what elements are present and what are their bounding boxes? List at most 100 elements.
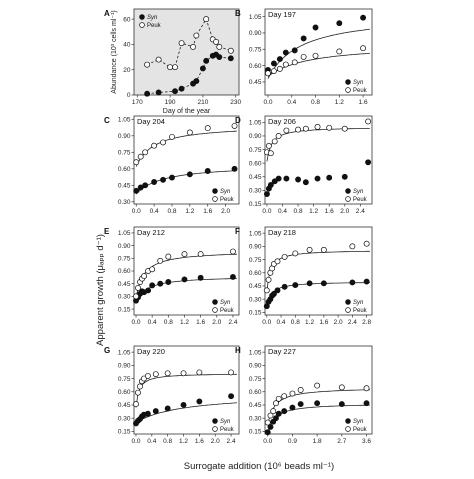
data-point-syn xyxy=(365,159,372,166)
x-tick-label: 1.6 xyxy=(319,319,328,326)
y-tick-label: 0.45 xyxy=(249,283,262,290)
data-point-syn xyxy=(231,165,238,172)
data-point-syn xyxy=(227,55,234,62)
y-tick-label: 0.15 xyxy=(118,306,131,313)
data-point-peuk xyxy=(267,150,274,157)
y-tick-label: 0.45 xyxy=(118,183,131,190)
plot-frame xyxy=(264,345,373,435)
data-point-peuk xyxy=(149,266,156,273)
y-tick-label: 1.05 xyxy=(118,349,131,356)
data-point-syn xyxy=(273,415,279,422)
panel-letter: D xyxy=(235,116,241,125)
data-point-syn xyxy=(199,65,206,72)
data-point-peuk xyxy=(265,142,272,149)
x-tick-label: 0.0 xyxy=(263,438,272,445)
data-point-syn xyxy=(267,181,274,188)
data-point-peuk xyxy=(265,70,271,77)
data-point-syn xyxy=(336,20,343,27)
panel-letter: C xyxy=(104,116,110,125)
panel-title: Day 227 xyxy=(268,347,296,356)
x-tick-label: 0.4 xyxy=(278,208,287,215)
legend-marker-syn xyxy=(345,79,351,85)
x-tick-label: 170 xyxy=(132,99,143,106)
data-point-syn xyxy=(360,14,367,21)
y-tick-label: 0.60 xyxy=(249,389,262,396)
x-tick-label: 1.2 xyxy=(185,208,194,215)
data-point-syn xyxy=(180,402,187,408)
data-point-peuk xyxy=(295,126,302,133)
data-point-peuk xyxy=(264,419,271,426)
data-point-syn xyxy=(152,408,159,415)
plot-frame xyxy=(133,345,240,435)
y-tick-label: 0.30 xyxy=(249,188,262,195)
data-point-peuk xyxy=(193,32,200,39)
legend-marker-peuk xyxy=(345,307,351,313)
panel-e: E 0.0 0.4 0.8 1.2 1.6 2.0 2.4 0.15 0.30 0.45 0.60 0.… xyxy=(104,226,240,326)
legend-label-syn: Syn xyxy=(220,300,231,306)
data-point-syn xyxy=(363,400,370,407)
legend-marker-peuk xyxy=(345,196,351,202)
x-tick-label: 210 xyxy=(197,99,208,106)
data-point-syn xyxy=(169,174,175,181)
data-point-peuk xyxy=(276,65,283,72)
data-point-peuk xyxy=(135,284,141,291)
panel-title: Day 197 xyxy=(268,10,296,19)
data-point-syn xyxy=(281,283,288,290)
legend-label-syn: Syn xyxy=(147,15,158,21)
x-tick-label: 1.6 xyxy=(203,208,212,215)
data-point-syn xyxy=(197,274,204,281)
legend-label-syn: Syn xyxy=(353,80,364,86)
data-point-peuk xyxy=(274,258,281,265)
panel-title: Day 220 xyxy=(137,347,165,356)
legend-label-syn: Syn xyxy=(353,189,364,195)
y-tick-label: 0.45 xyxy=(118,402,131,409)
data-point-peuk xyxy=(297,387,304,393)
data-point-peuk xyxy=(229,248,236,255)
y-tick-label: 0.75 xyxy=(118,376,131,383)
panel-f: F 0.0 0.4 0.8 1.2 1.6 2.0 2.4 2.8 0.15 0.30 0.45 0.6… xyxy=(235,226,373,326)
data-point-peuk xyxy=(216,43,223,50)
legend-marker-syn xyxy=(345,188,351,194)
legend-label-peuk: Peuk xyxy=(220,427,235,433)
data-point-syn xyxy=(314,400,321,407)
x-tick-label: 2.0 xyxy=(211,438,220,445)
y-tick-label: 0.75 xyxy=(118,256,131,263)
x-tick-label: 0.4 xyxy=(147,438,156,445)
data-point-peuk xyxy=(133,159,140,166)
data-point-peuk xyxy=(152,371,159,378)
panel-background xyxy=(134,9,239,95)
fit-curve xyxy=(135,402,237,423)
data-point-peuk xyxy=(167,64,174,71)
data-point-peuk xyxy=(270,408,277,415)
data-point-peuk xyxy=(291,59,298,66)
data-point-syn xyxy=(363,278,370,285)
panel-letter: H xyxy=(235,346,241,355)
data-point-peuk xyxy=(271,138,278,145)
data-point-peuk xyxy=(363,385,370,392)
y-tick-label: 0.30 xyxy=(118,294,131,301)
data-point-peuk xyxy=(144,372,151,379)
data-point-syn xyxy=(144,90,151,97)
x-tick-label: 1.2 xyxy=(179,438,188,445)
data-point-syn xyxy=(282,49,289,56)
panel-d: D 0.0 0.4 0.8 1.2 1.6 2.0 2.4 0.15 0.30 0.45 0.60 0.… xyxy=(235,115,373,215)
data-point-syn xyxy=(164,405,171,412)
data-point-peuk xyxy=(360,45,367,52)
legend-label-peuk: Peuk xyxy=(353,88,368,94)
data-point-peuk xyxy=(300,53,307,60)
y-tick-label: 0.75 xyxy=(249,257,262,264)
y-tick-label: 0.15 xyxy=(249,310,262,317)
data-point-peuk xyxy=(314,382,321,389)
y-tick-label: 0.30 xyxy=(118,415,131,422)
data-point-peuk xyxy=(137,153,144,160)
data-point-peuk xyxy=(181,251,188,258)
y-tick-label: 1.05 xyxy=(249,14,262,21)
plot-frame xyxy=(133,8,240,96)
data-point-peuk xyxy=(267,412,274,419)
y-tick-label: 1.05 xyxy=(118,117,131,124)
y-tick-label: 0.90 xyxy=(249,30,262,37)
data-point-peuk xyxy=(165,253,172,260)
legend-marker-syn xyxy=(139,14,145,20)
data-point-peuk xyxy=(275,395,282,402)
y-tick-label: 0.90 xyxy=(118,363,131,370)
